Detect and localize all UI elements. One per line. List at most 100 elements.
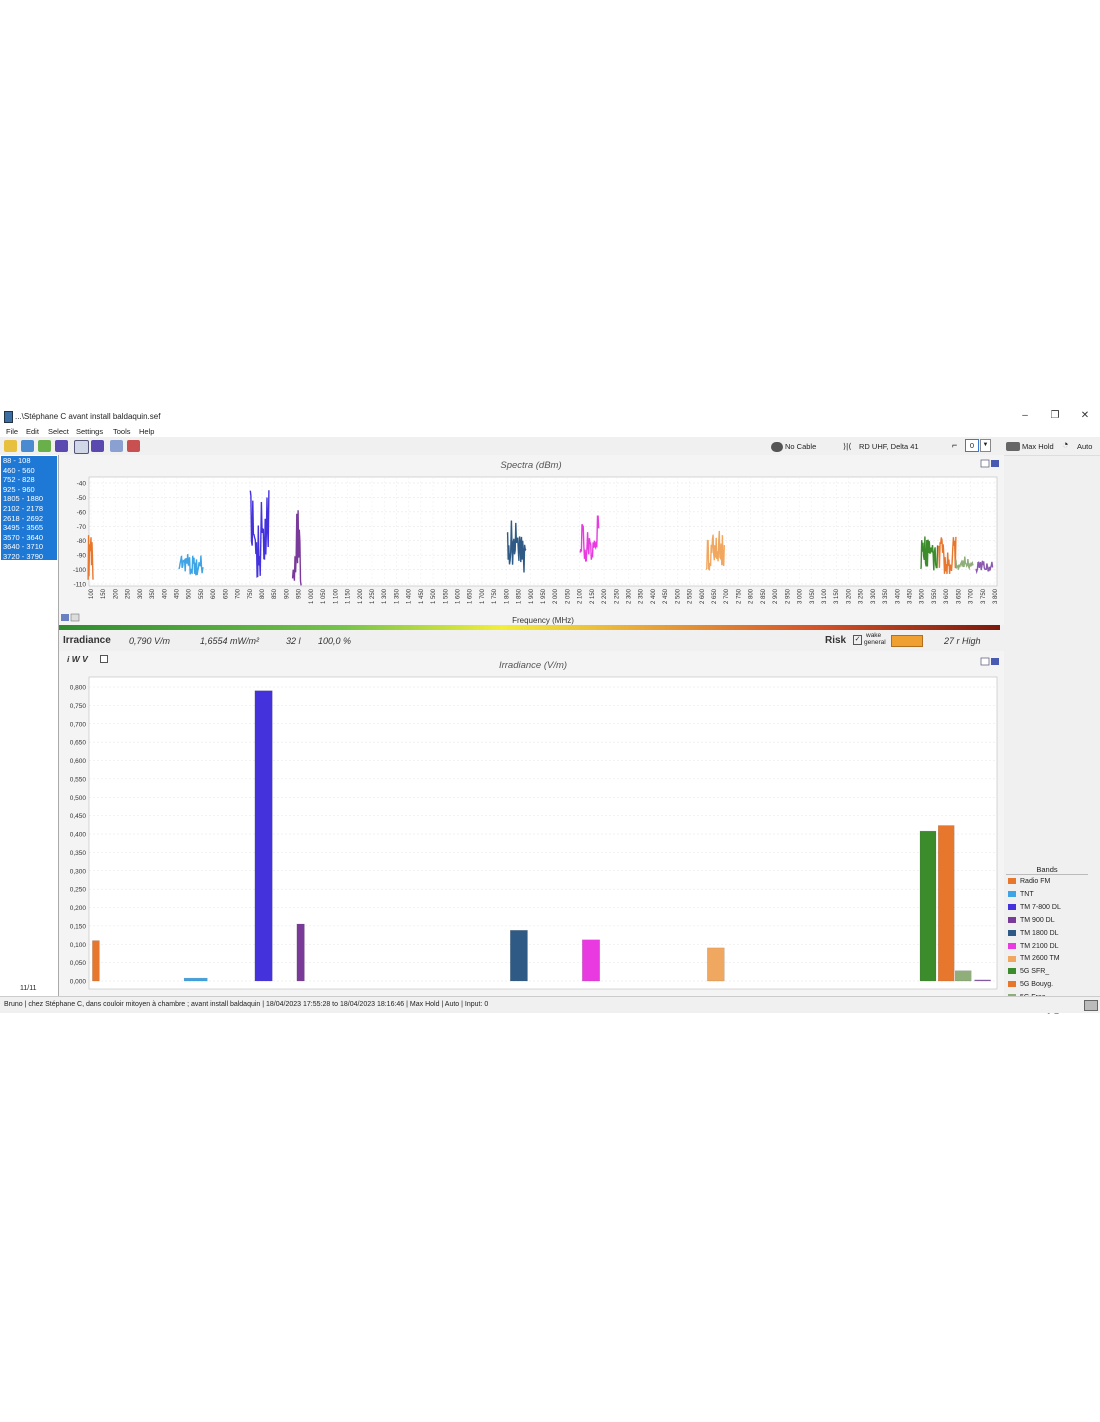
spectra-chart-icon [61,614,69,621]
menu-file[interactable]: File [6,427,19,436]
spectra-x-tick: 2 450 [663,588,669,604]
range-list[interactable]: 88 - 108 460 - 560 752 - 828 925 - 960 1805 … [1,456,57,561]
menu-edit[interactable]: Edit [26,427,39,436]
minimize-button[interactable]: – [1022,410,1028,421]
risk-checkbox[interactable]: ✓ [853,635,862,645]
spectra-x-tick: 3 450 [907,588,913,604]
spectra-x-tick: 1 550 [443,588,449,604]
irradiance-window-icon [980,657,990,666]
legend-item[interactable]: 5G SFR_ [1008,968,1049,978]
irradiance-y-tick: 0,450 [70,813,87,820]
spectra-table-icon [70,613,80,622]
legend-swatch [1008,878,1016,885]
import-icon[interactable] [38,440,51,452]
range-item[interactable]: 88 - 108 [3,456,31,465]
spectra-x-tick: 1 100 [333,588,339,604]
range-list-panel: 88 - 108 460 - 560 752 - 828 925 - 960 1805 … [0,455,59,1000]
range-item[interactable]: 3495 - 3565 [3,523,44,533]
cable-status[interactable]: No Cable [785,442,817,451]
irradiance-label: Irradiance [63,635,111,646]
bands-header: Bands [1006,865,1088,875]
legend-item[interactable]: TNT [1008,891,1034,901]
spectra-series-line [291,510,302,586]
menu-select[interactable]: Select [48,427,69,436]
irradiance-checkbox[interactable] [100,655,108,663]
table-icon[interactable] [127,440,140,452]
spectra-series-line [938,536,957,574]
legend-item[interactable]: TM 900 DL [1008,917,1055,927]
irradiance-y-tick: 0,300 [70,868,87,875]
menu-settings[interactable]: Settings [76,427,104,436]
spectra-x-label: Frequency (MHz) [512,616,574,625]
irradiance-bar [955,970,972,982]
spectra-series-line [579,515,600,562]
spectra-x-tick: 1 650 [468,588,474,604]
save-as-icon[interactable] [91,440,104,452]
menu-help[interactable]: Help [139,427,155,436]
spectra-x-tick: 450 [175,588,181,599]
range-item[interactable]: 2102 - 2178 [3,503,44,513]
status-text: Bruno | chez Stéphane C, dans couloir mi… [4,1001,489,1008]
irradiance-y-tick: 0,350 [70,850,87,857]
range-item[interactable]: 3570 - 3640 [3,532,44,542]
chevron-down-icon[interactable]: ▼ [980,439,991,452]
report-icon[interactable] [74,440,89,454]
legend-item[interactable]: TM 2600 TM [1008,955,1060,965]
legend-label: TM 900 DL [1020,916,1055,924]
antenna-status[interactable]: RD UHF, Delta 41 [859,442,919,451]
spectra-x-tick: 500 [187,588,193,599]
max-hold-button[interactable]: Max Hold [1022,442,1054,451]
spectra-x-tick: 2 750 [736,588,742,604]
spectra-x-tick: 3 050 [810,588,816,604]
maximize-button[interactable]: ❐ [1050,410,1060,421]
spectra-x-tick: 1 300 [382,588,388,604]
spectra-x-tick: 2 600 [700,588,706,604]
legend-item[interactable]: 5G Bouyg. [1008,981,1053,991]
menu-tools[interactable]: Tools [113,427,131,436]
open-folder-icon[interactable] [4,440,17,452]
spectra-x-tick: 2 200 [602,588,608,604]
risk-label: Risk [825,635,847,646]
range-item[interactable]: 460 - 560 [3,465,35,475]
legend-swatch [1008,968,1016,975]
irradiance-y-tick: 0,700 [70,721,87,728]
legend-item[interactable]: TM 7-800 DL [1008,904,1061,914]
irradiance-unit-toggle[interactable]: i W V [67,654,88,664]
spectra-x-tick: 850 [272,588,278,599]
spectra-chart[interactable]: Spectra (dBm)-40-50-60-70-80-90-100-1101… [59,455,1004,625]
range-item[interactable]: 2618 - 2692 [3,513,44,523]
save-icon[interactable] [55,440,68,452]
input-icon: ⌐ [952,440,958,450]
spectra-x-tick: 700 [236,588,242,599]
spectra-x-tick: 800 [260,588,266,599]
edit-file-icon[interactable] [21,440,34,452]
irradiance-y-tick: 0,750 [70,703,87,710]
list-settings-icon[interactable] [110,440,123,452]
irradiance-count: 32 l [286,636,301,646]
auto-button[interactable]: Auto [1077,442,1093,451]
legend-item[interactable]: TM 2100 DL [1008,943,1059,953]
range-item[interactable]: 3640 - 3710 [3,542,44,552]
close-button[interactable]: ✕ [1080,410,1090,421]
irradiance-y-tick: 0,600 [70,758,87,765]
spectra-x-tick: 3 650 [956,588,962,604]
irradiance-mw: 1,6554 mW/m² [200,636,260,646]
window-title: ...\Stéphane C avant install baldaquin.s… [15,412,161,421]
range-item[interactable]: 3720 - 3790 [3,551,44,561]
range-item[interactable]: 925 - 960 [3,484,35,494]
spectra-x-tick: 3 150 [834,588,840,604]
spectra-x-tick: 3 350 [883,588,889,604]
legend-label: TNT [1020,890,1034,898]
spectra-x-tick: 1 200 [358,588,364,604]
input-select[interactable]: 0 [965,439,979,452]
legend-item[interactable]: TM 1800 DL [1008,930,1059,940]
spectra-x-tick: 2 800 [749,588,755,604]
range-item[interactable]: 1805 - 1880 [3,494,44,504]
range-item[interactable]: 752 - 828 [3,475,35,485]
spectra-x-tick: 1 250 [370,588,376,604]
irradiance-chart[interactable]: Irradiance (V/m) 0,800 0,750 0,700 0,650 0,60… [59,651,1004,996]
irradiance-percent: 100,0 % [318,636,352,646]
spectra-x-tick: 2 850 [761,588,767,604]
spectra-x-tick: 1 150 [346,588,352,604]
legend-item[interactable]: Radio FM [1008,878,1050,888]
